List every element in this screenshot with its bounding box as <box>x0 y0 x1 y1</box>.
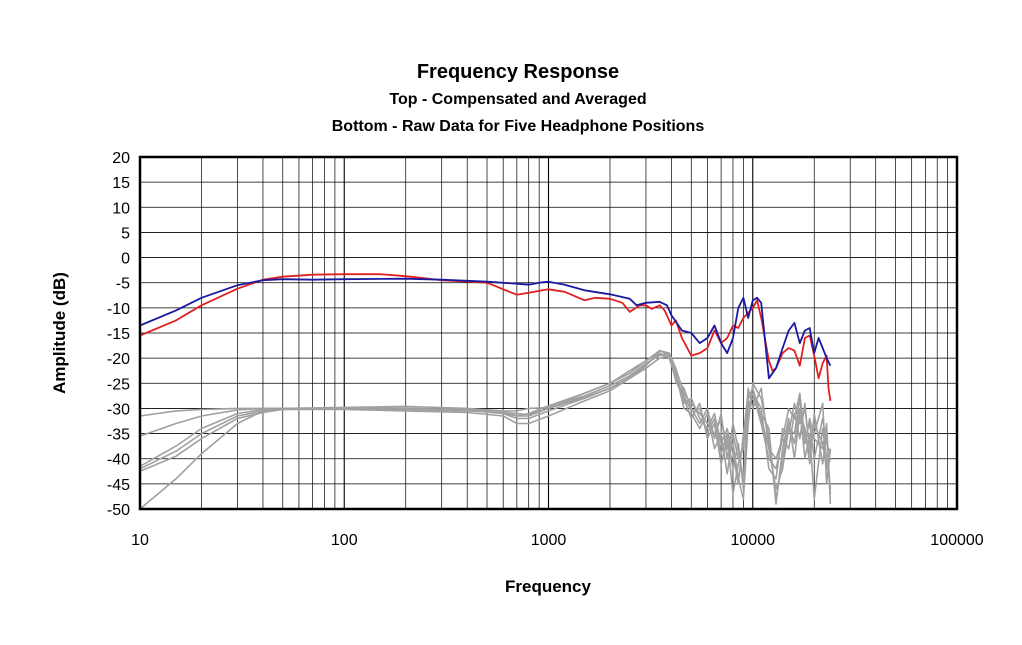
chart-subtitle-line-2: Bottom - Raw Data for Five Headphone Pos… <box>331 118 705 135</box>
y-tick-label: 5 <box>121 225 130 242</box>
y-tick-label: 20 <box>112 150 130 167</box>
x-tick-label: 1000 <box>531 532 567 549</box>
blue-series-line <box>139 277 832 380</box>
y-tick-label: 0 <box>121 251 130 268</box>
y-tick-label: -25 <box>107 376 130 393</box>
y-axis-label: Amplitude (dB) <box>50 272 69 394</box>
gray-series-line <box>139 352 832 510</box>
plot-frame <box>138 155 959 511</box>
x-axis-label: Frequency <box>505 577 591 596</box>
y-tick-label: -30 <box>107 401 130 418</box>
y-tick-label: -45 <box>107 477 130 494</box>
gray-series-line <box>139 353 832 490</box>
gray-series-line <box>139 349 832 505</box>
y-tick-label: -10 <box>107 301 130 318</box>
gray-series-line <box>139 349 832 505</box>
chart-title: Frequency Response <box>416 61 620 83</box>
x-tick-label: 10000 <box>731 532 776 549</box>
y-tick-label: 10 <box>112 200 130 217</box>
y-tick-label: -5 <box>116 276 130 293</box>
y-tick-label: -15 <box>107 326 130 343</box>
red-series-line <box>139 273 832 402</box>
chart-subtitle-line-1: Top - Compensated and Averaged <box>389 91 647 108</box>
y-tick-label: 15 <box>112 175 130 192</box>
y-tick-label: -50 <box>107 502 130 519</box>
x-tick-label: 10 <box>131 532 149 549</box>
y-tick-label: -40 <box>107 452 130 469</box>
gray-series-line <box>139 352 832 480</box>
y-tick-label: -35 <box>107 427 130 444</box>
x-tick-label: 100000 <box>930 532 983 549</box>
x-tick-label: 100 <box>331 532 358 549</box>
y-tick-label: -20 <box>107 351 130 368</box>
